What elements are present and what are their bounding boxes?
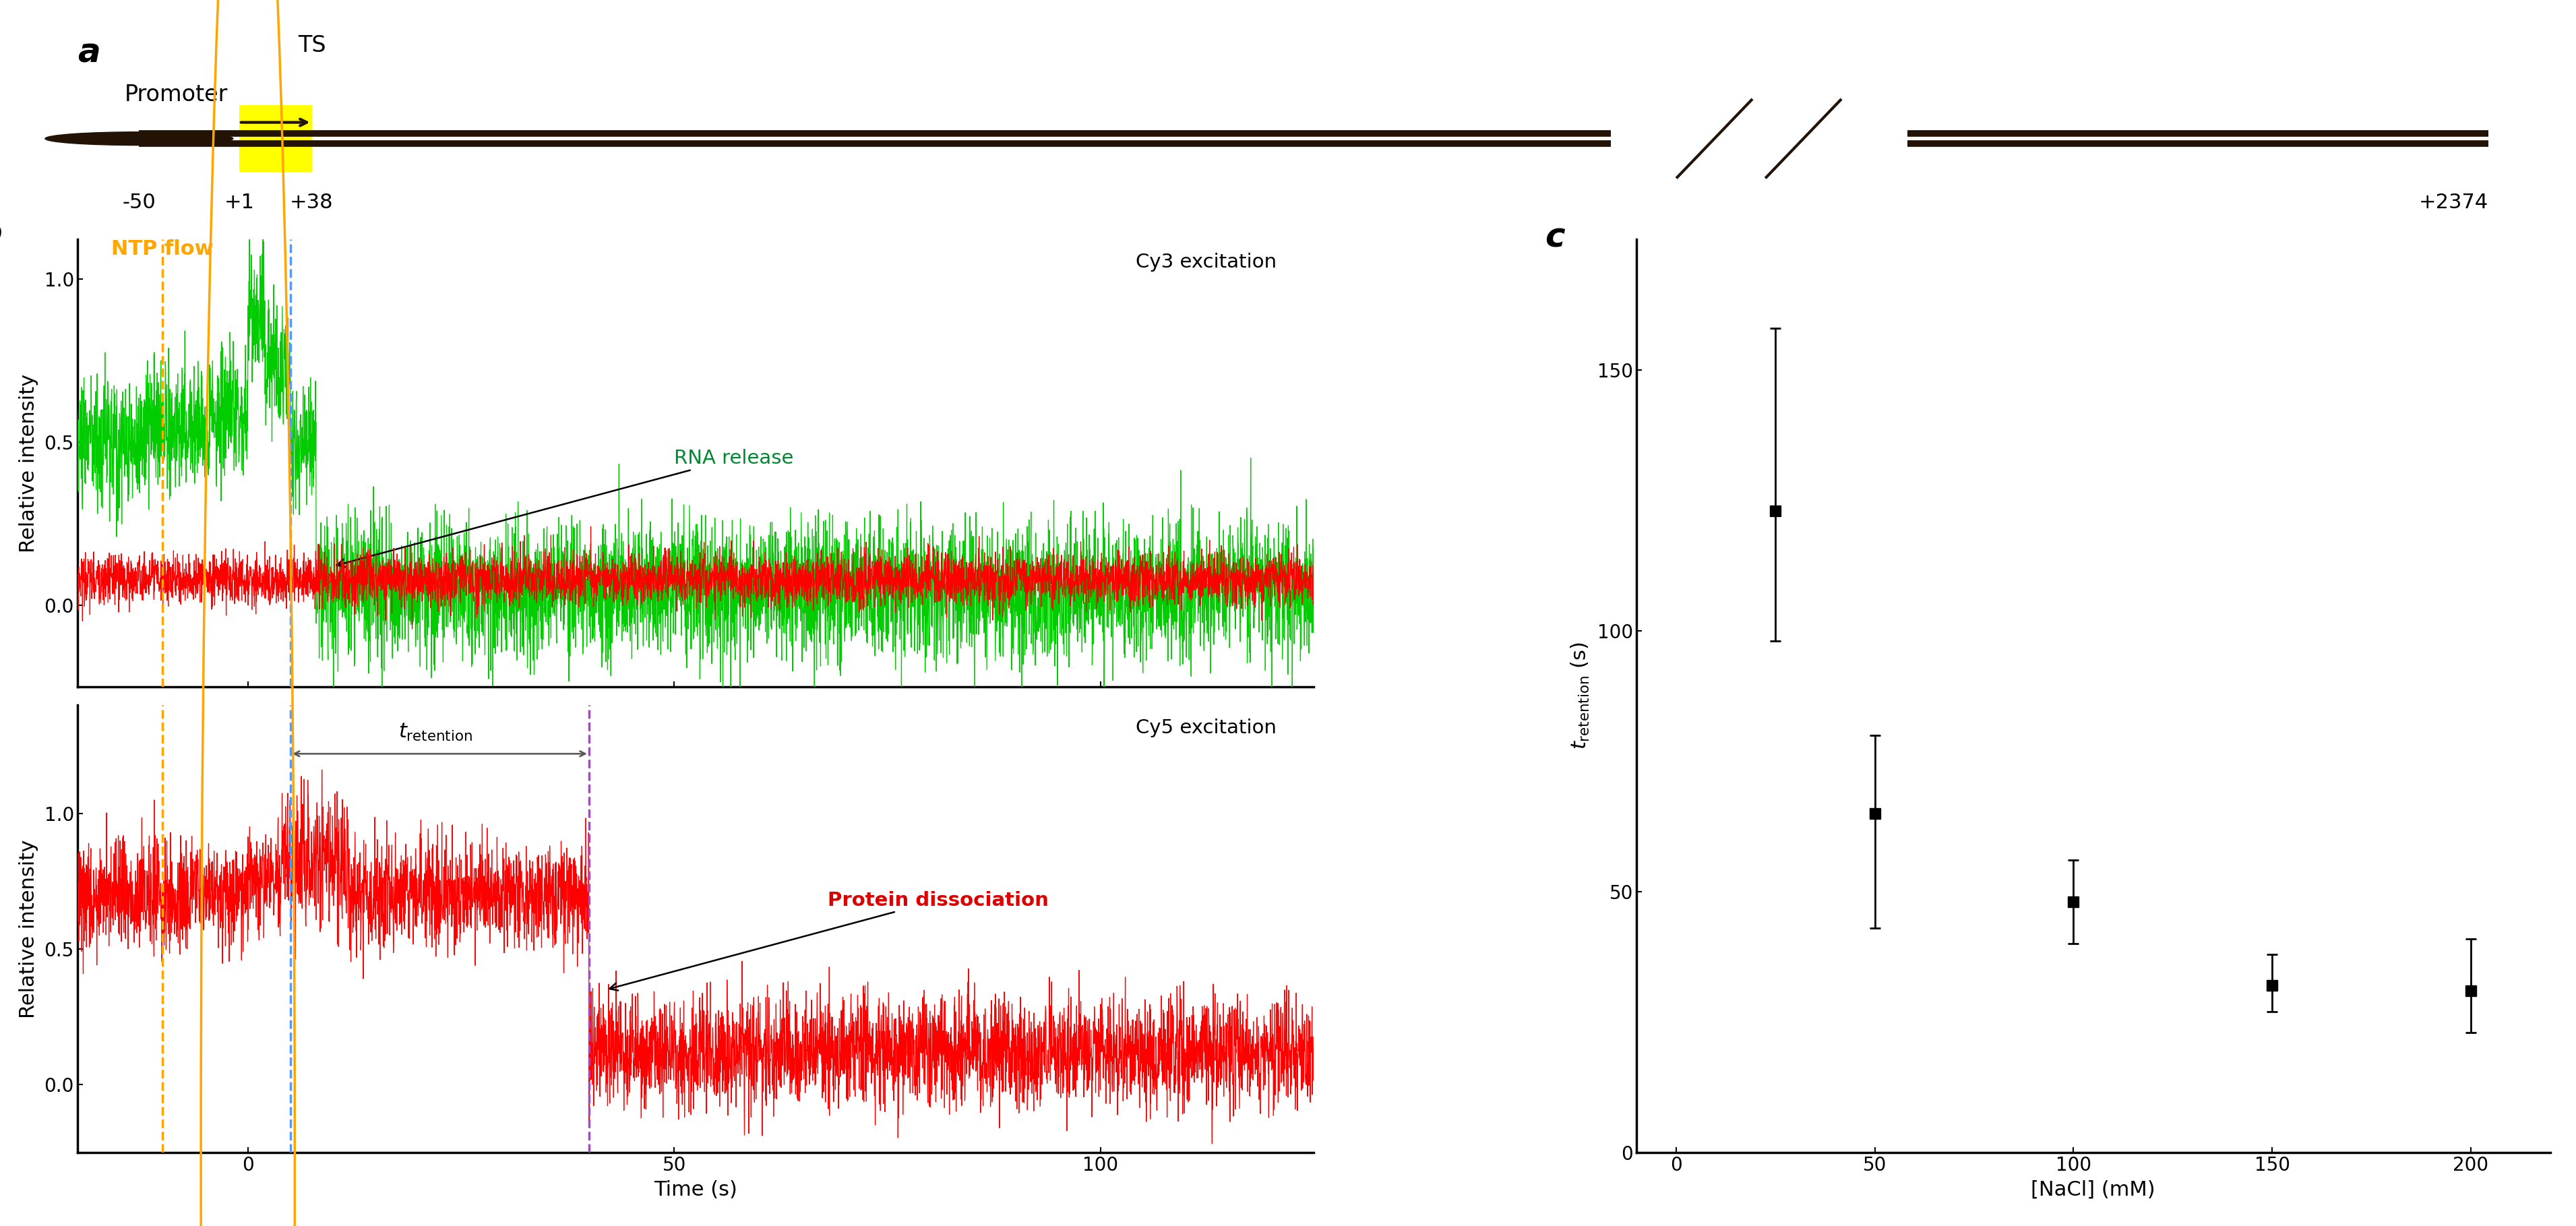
Text: $t_{\rm retention}$: $t_{\rm retention}$ [399,722,471,743]
Text: Protein dissociation: Protein dissociation [611,891,1048,991]
Text: NTP flow: NTP flow [111,239,214,259]
Text: +38: +38 [291,192,332,212]
Text: Promoter: Promoter [124,83,229,105]
Text: TS: TS [299,34,325,56]
Text: a: a [77,37,100,69]
Text: Cy3 excitation: Cy3 excitation [1136,253,1278,272]
Bar [240,105,312,172]
X-axis label: [NaCl] (mM): [NaCl] (mM) [2030,1181,2156,1200]
Text: c: c [1546,221,1564,254]
Text: Cy5 excitation: Cy5 excitation [1136,718,1278,737]
Text: +1: +1 [224,192,255,212]
Y-axis label: Relative intensity: Relative intensity [18,374,39,553]
Text: RNA release: RNA release [337,449,793,566]
X-axis label: Time (s): Time (s) [654,1181,737,1200]
Text: -50: -50 [121,192,157,212]
Text: +2374: +2374 [2419,192,2488,212]
Y-axis label: $t_{\rm retention}$ (s): $t_{\rm retention}$ (s) [1569,642,1592,750]
Y-axis label: Relative intensity: Relative intensity [18,840,39,1018]
Circle shape [46,132,232,145]
